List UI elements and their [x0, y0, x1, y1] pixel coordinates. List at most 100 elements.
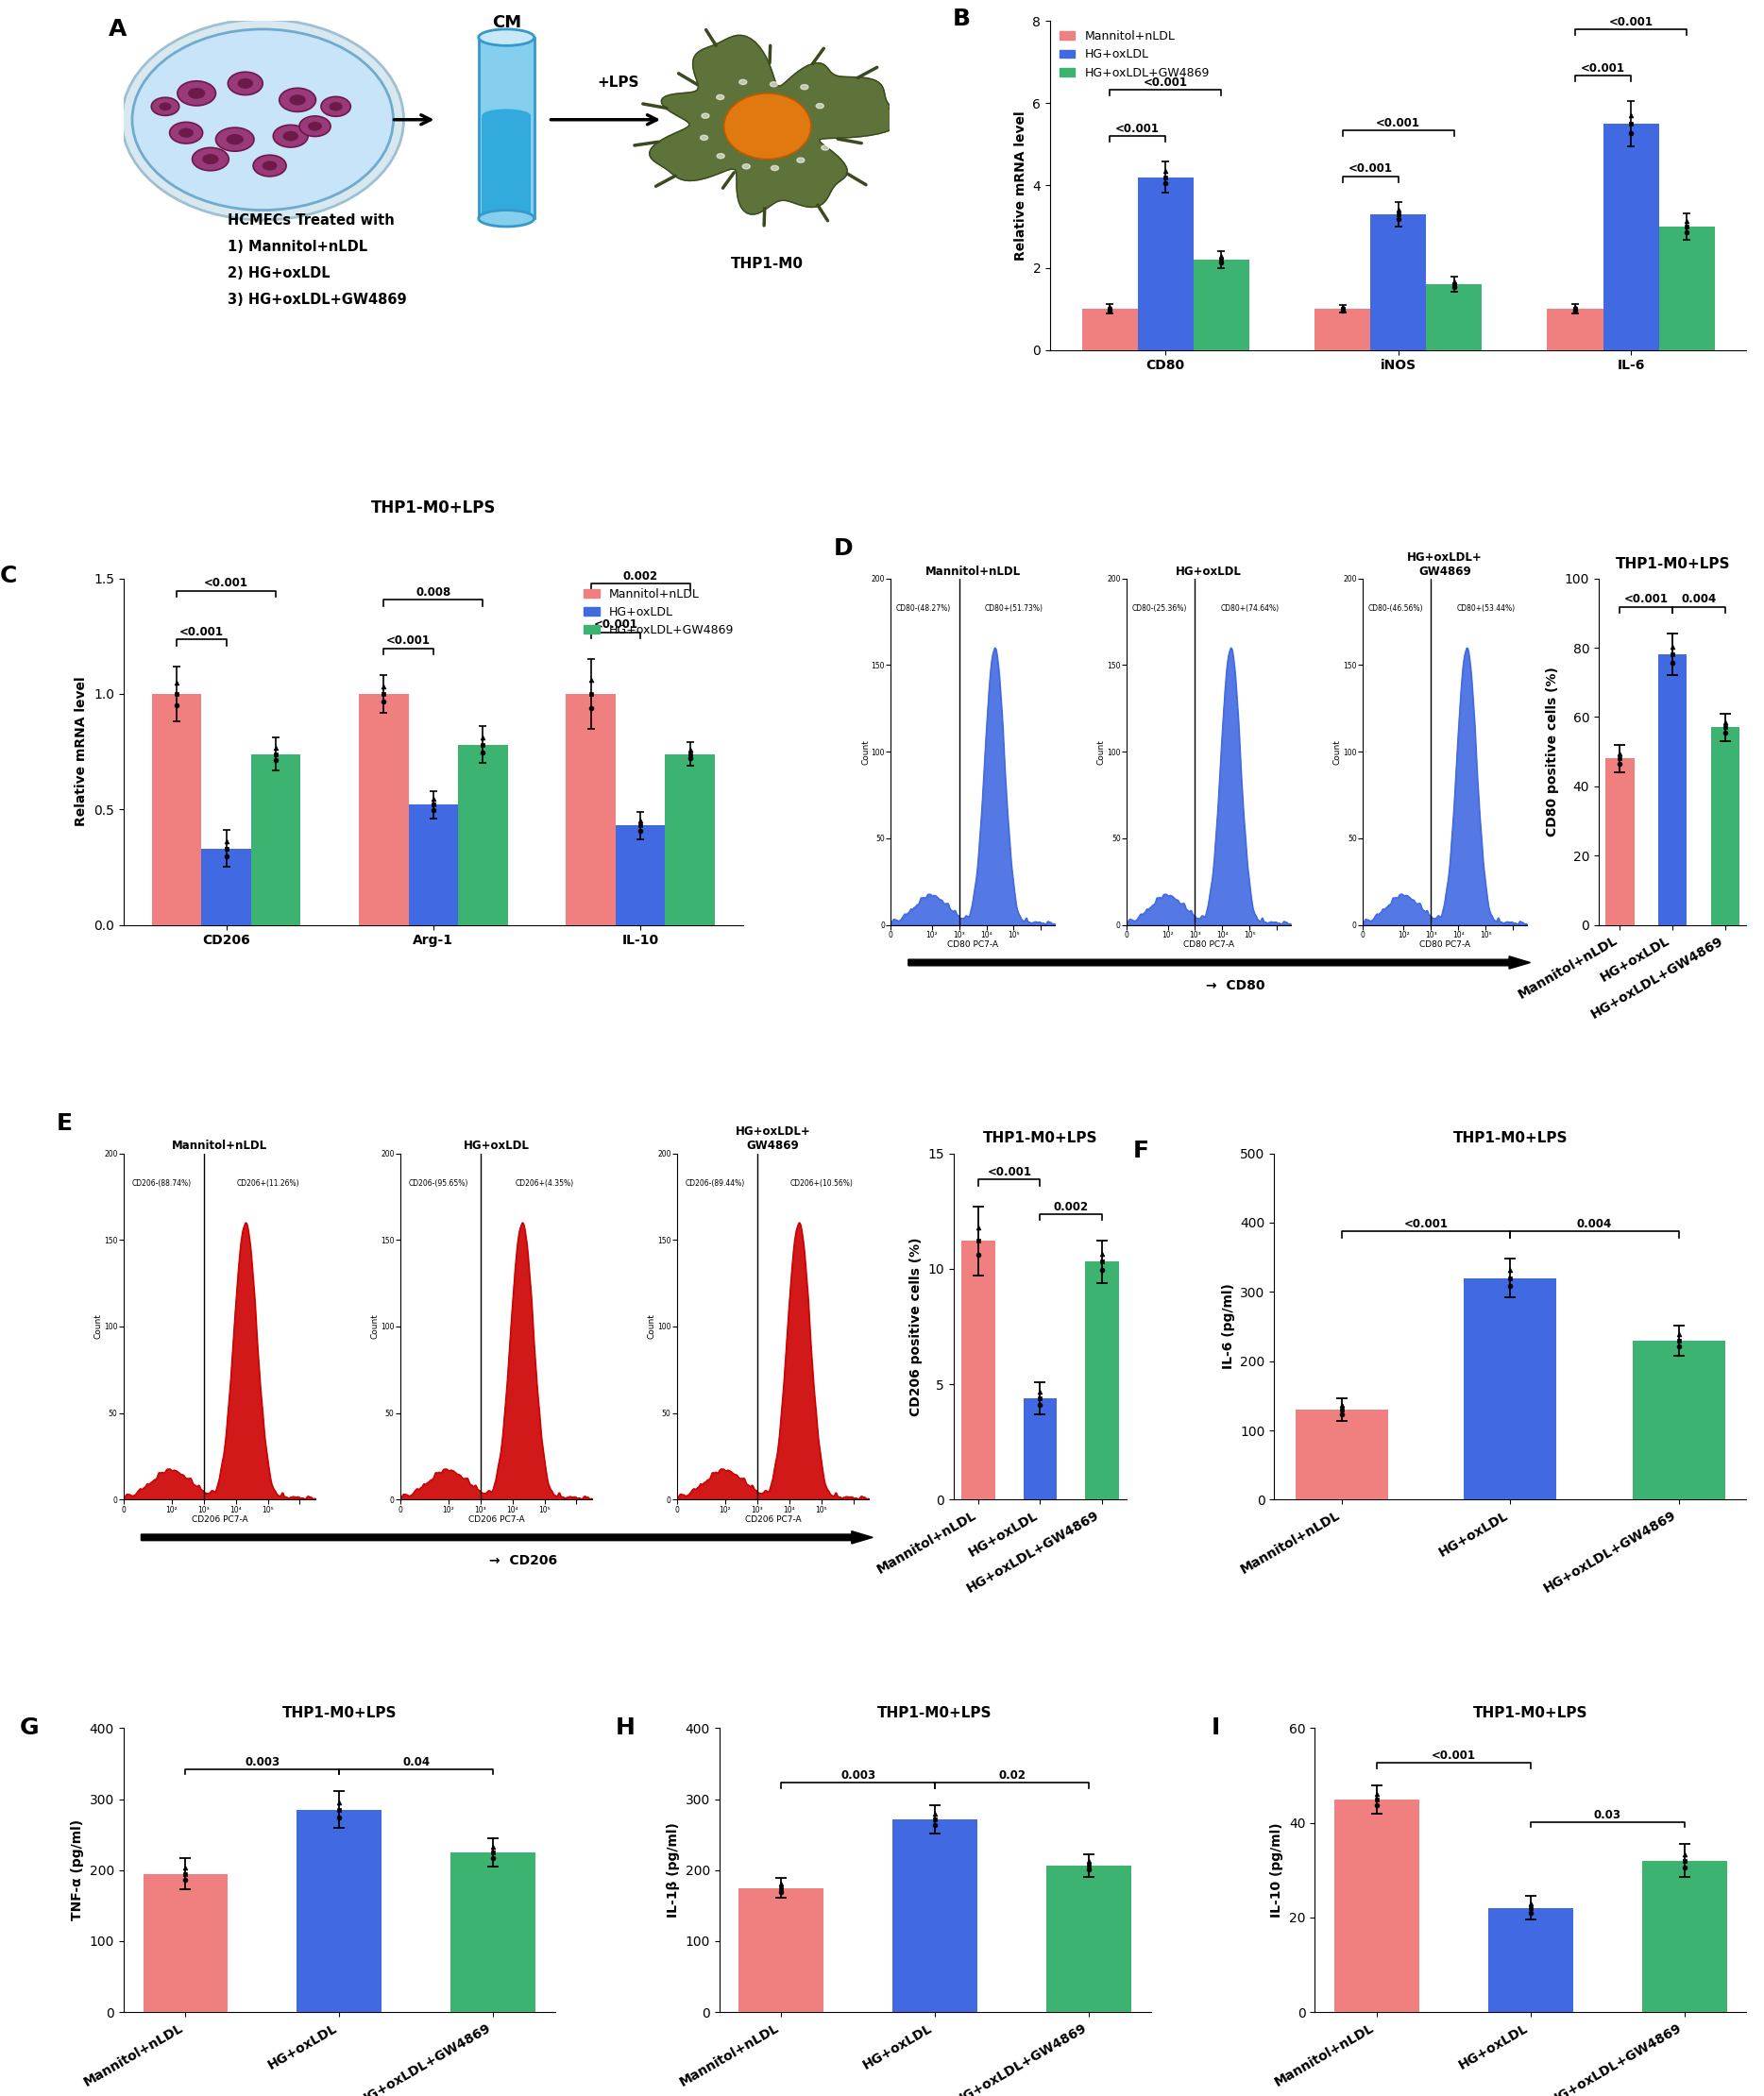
Title: THP1-M0+LPS: THP1-M0+LPS — [1454, 1132, 1568, 1147]
Text: <0.001: <0.001 — [1431, 1750, 1476, 1763]
Ellipse shape — [152, 96, 180, 115]
Ellipse shape — [716, 94, 723, 101]
Text: G: G — [19, 1717, 39, 1740]
Text: A: A — [108, 17, 127, 40]
Text: CD206-(95.65%): CD206-(95.65%) — [409, 1180, 469, 1188]
Ellipse shape — [723, 94, 811, 159]
Ellipse shape — [189, 88, 205, 99]
Text: THP1-M0: THP1-M0 — [730, 256, 804, 270]
Y-axis label: TNF-α (pg/ml): TNF-α (pg/ml) — [71, 1819, 85, 1920]
Ellipse shape — [739, 80, 746, 84]
Text: CD206-(89.44%): CD206-(89.44%) — [686, 1180, 744, 1188]
Y-axis label: Relative mRNA level: Relative mRNA level — [76, 677, 88, 826]
Ellipse shape — [159, 103, 171, 111]
Text: 0.03: 0.03 — [1595, 1809, 1621, 1821]
Ellipse shape — [478, 210, 534, 226]
Text: <0.001: <0.001 — [1376, 117, 1420, 130]
Text: CD80+(74.64%): CD80+(74.64%) — [1221, 604, 1279, 612]
Text: 0.003: 0.003 — [840, 1769, 875, 1782]
Legend: Mannitol+nLDL, HG+oxLDL, HG+oxLDL+GW4869: Mannitol+nLDL, HG+oxLDL, HG+oxLDL+GW4869 — [1057, 27, 1214, 82]
Bar — [358, 694, 409, 924]
Ellipse shape — [178, 128, 194, 138]
Bar — [478, 38, 534, 218]
Ellipse shape — [822, 145, 829, 151]
Y-axis label: Count: Count — [1097, 740, 1106, 765]
Bar — [1023, 1398, 1057, 1499]
Bar — [1081, 308, 1138, 350]
Bar — [296, 1809, 381, 2012]
Text: →  CD80: → CD80 — [1205, 979, 1265, 994]
Title: HG+oxLDL+
GW4869: HG+oxLDL+ GW4869 — [736, 1126, 811, 1153]
Bar — [152, 694, 201, 924]
Text: <0.001: <0.001 — [1581, 63, 1625, 73]
Bar — [459, 744, 508, 924]
Y-axis label: Count: Count — [370, 1314, 379, 1339]
Bar — [566, 694, 616, 924]
Title: HG+oxLDL+
GW4869: HG+oxLDL+ GW4869 — [1408, 551, 1482, 576]
Ellipse shape — [279, 88, 316, 111]
Text: <0.001: <0.001 — [386, 635, 430, 648]
Bar — [482, 115, 531, 216]
Ellipse shape — [300, 115, 330, 136]
Ellipse shape — [228, 71, 263, 94]
Text: <0.001: <0.001 — [1404, 1218, 1448, 1230]
Ellipse shape — [321, 96, 351, 117]
Text: <0.001: <0.001 — [1115, 122, 1159, 134]
Y-axis label: Count: Count — [861, 740, 870, 765]
Bar — [1334, 1798, 1418, 2012]
Ellipse shape — [238, 78, 254, 88]
Y-axis label: CD206 positive cells (%): CD206 positive cells (%) — [908, 1237, 923, 1417]
Title: THP1-M0+LPS: THP1-M0+LPS — [1473, 1706, 1588, 1721]
Text: <0.001: <0.001 — [593, 618, 639, 631]
Text: CD80-(46.56%): CD80-(46.56%) — [1367, 604, 1424, 612]
Bar — [1547, 308, 1603, 350]
Bar — [1632, 1339, 1725, 1499]
Bar — [409, 805, 459, 924]
Ellipse shape — [309, 122, 323, 130]
Text: 2) HG+oxLDL: 2) HG+oxLDL — [228, 266, 330, 281]
Y-axis label: Count: Count — [1334, 740, 1342, 765]
Text: <0.001: <0.001 — [1348, 163, 1392, 176]
Ellipse shape — [289, 94, 305, 105]
Title: Mannitol+nLDL: Mannitol+nLDL — [171, 1140, 268, 1153]
Text: <0.001: <0.001 — [180, 627, 224, 637]
Bar — [250, 755, 300, 924]
X-axis label: CD80 PC7-A: CD80 PC7-A — [947, 941, 998, 949]
Title: Mannitol+nLDL: Mannitol+nLDL — [924, 566, 1020, 576]
Ellipse shape — [203, 153, 219, 163]
Text: <0.001: <0.001 — [988, 1165, 1032, 1178]
Bar — [1603, 124, 1658, 350]
Bar — [1425, 285, 1482, 350]
Bar — [1711, 727, 1739, 924]
Text: I: I — [1212, 1717, 1221, 1740]
Ellipse shape — [771, 166, 778, 170]
Bar — [1658, 226, 1715, 350]
Text: <0.001: <0.001 — [1625, 593, 1669, 606]
Ellipse shape — [254, 155, 286, 176]
Ellipse shape — [273, 126, 309, 147]
Text: CD80-(48.27%): CD80-(48.27%) — [896, 604, 951, 612]
Ellipse shape — [330, 103, 342, 111]
Y-axis label: IL-1β (pg/ml): IL-1β (pg/ml) — [667, 1824, 679, 1918]
Ellipse shape — [801, 84, 808, 90]
Bar — [1194, 260, 1249, 350]
X-axis label: CD80 PC7-A: CD80 PC7-A — [1184, 941, 1235, 949]
Ellipse shape — [743, 163, 750, 170]
Legend: Mannitol+nLDL, HG+oxLDL, HG+oxLDL+GW4869: Mannitol+nLDL, HG+oxLDL, HG+oxLDL+GW4869 — [580, 585, 737, 639]
Text: HCMECs Treated with: HCMECs Treated with — [228, 214, 395, 228]
Ellipse shape — [215, 128, 254, 151]
Ellipse shape — [478, 29, 534, 46]
Text: C: C — [0, 564, 18, 587]
Bar — [739, 1888, 824, 2012]
Ellipse shape — [132, 29, 393, 210]
Title: THP1-M0+LPS: THP1-M0+LPS — [1616, 558, 1730, 570]
Bar — [1297, 1411, 1388, 1499]
Ellipse shape — [797, 157, 804, 163]
Text: H: H — [616, 1717, 635, 1740]
Bar — [201, 849, 250, 924]
Ellipse shape — [282, 132, 298, 140]
Bar — [1046, 1865, 1131, 2012]
Ellipse shape — [226, 134, 243, 145]
Bar — [1464, 1279, 1556, 1499]
X-axis label: CD206 PC7-A: CD206 PC7-A — [192, 1515, 247, 1524]
